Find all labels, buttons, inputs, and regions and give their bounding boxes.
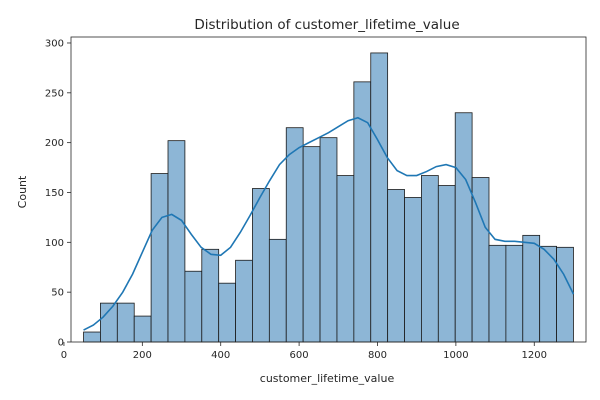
x-tick-label: 0 [61, 350, 67, 361]
x-tick-label: 600 [290, 350, 309, 361]
histogram-bar-13 [302, 146, 321, 343]
y-tick-label: 150 [45, 188, 64, 199]
histogram-bar-9 [235, 259, 253, 343]
y-tick-label: 100 [45, 238, 64, 249]
chart-title: Distribution of customer_lifetime_value [194, 17, 459, 33]
histogram-bar-6 [184, 270, 203, 343]
plot-frame [70, 36, 587, 343]
histogram-bar-8 [218, 282, 236, 343]
y-axis-ticks: 0 50 100 150 200 250 300 [45, 38, 71, 349]
x-tick-label: 800 [368, 350, 387, 361]
histogram-bar-15 [336, 175, 355, 343]
histogram-bar-12 [285, 127, 304, 343]
histogram-bar-3 [133, 315, 152, 343]
x-axis-ticks: 0 200 400 600 800 1000 1200 [61, 342, 547, 361]
y-tick-label: 200 [45, 138, 64, 149]
x-tick-label: 400 [211, 350, 230, 361]
y-tick-label: 250 [45, 88, 64, 99]
histogram-bars [83, 52, 574, 343]
y-tick-label: 300 [45, 38, 64, 49]
x-tick-label: 200 [133, 350, 152, 361]
histogram-bar-20 [421, 175, 439, 343]
kde-curve [83, 116, 575, 331]
histogram-bar-5 [167, 140, 186, 343]
x-tick-label: 1000 [443, 350, 468, 361]
y-tick-label: 0 [58, 338, 64, 349]
histogram-bar-22 [454, 112, 473, 343]
y-axis-label: Count [16, 175, 29, 208]
y-tick-label: 50 [51, 288, 64, 299]
x-tick-label: 1200 [522, 350, 547, 361]
histogram-bar-28 [556, 246, 574, 343]
x-axis-label: customer_lifetime_value [260, 372, 395, 385]
histogram-bar-4 [150, 173, 169, 343]
histogram-bar-24 [488, 244, 507, 343]
histogram-bar-2 [116, 302, 135, 343]
histogram-bar-14 [319, 137, 338, 343]
histogram-bar-18 [387, 189, 405, 343]
histogram-bar-26 [522, 234, 541, 343]
histogram-bar-10 [252, 188, 270, 343]
histogram-bar-17 [370, 52, 389, 343]
histogram-bar-11 [268, 238, 287, 343]
histogram-bar-19 [404, 197, 422, 343]
histogram-bar-0 [83, 331, 101, 343]
histogram-bar-21 [437, 185, 456, 343]
histogram-bar-7 [201, 248, 220, 343]
histogram-bar-1 [100, 302, 118, 343]
histogram-bar-25 [505, 244, 524, 343]
